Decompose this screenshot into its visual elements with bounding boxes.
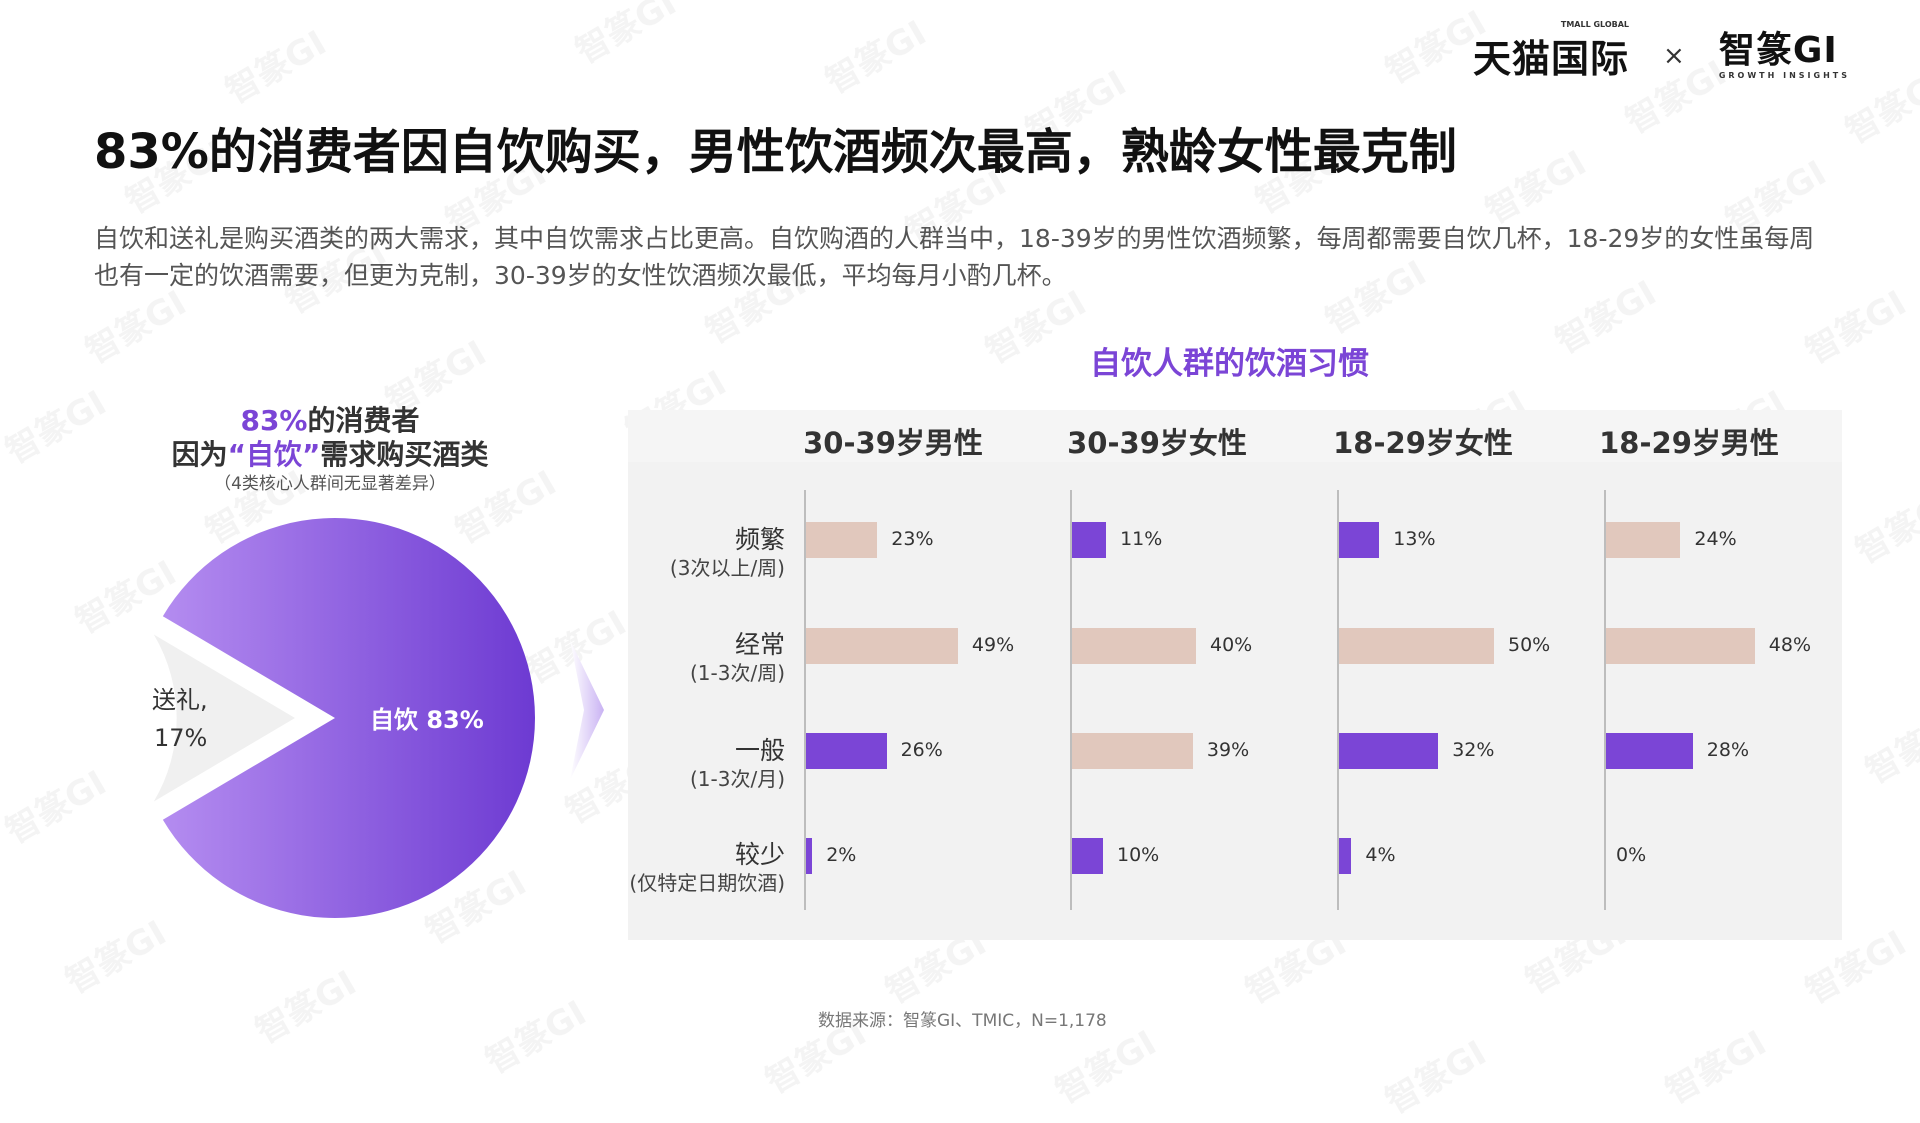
gi-logo-text: 智篆GI [1718, 30, 1838, 71]
bar-1-2 [1072, 733, 1193, 769]
pie-caption-line1-rest: 的消费者 [307, 404, 420, 437]
pie-label-gift-name: 送礼, [152, 686, 208, 714]
row-label-main: 较少 [734, 840, 785, 869]
watermark: 智篆GI [219, 23, 334, 112]
tmall-logo-subtext: TMALL GLOBAL [1560, 20, 1630, 29]
bar-value-label: 2% [826, 844, 857, 866]
bar-0-2 [806, 733, 887, 769]
pie-caption-line1: 83%的消费者 [120, 404, 540, 438]
row-label-rarely: 较少 (仅特定日期饮酒) [629, 840, 785, 896]
watermark: 智篆GI [1849, 483, 1920, 572]
bar-3-2 [1606, 733, 1693, 769]
panel-axis-line [804, 490, 806, 910]
gi-logo: 智篆GI GROWTH INSIGHTS [1718, 30, 1850, 81]
pie-chart: 自饮 83% 送礼, 17% [152, 518, 535, 918]
bar-value-label: 4% [1365, 844, 1396, 866]
watermark: 智篆GI [1479, 143, 1594, 232]
bar-value-label: 23% [891, 528, 934, 550]
bar-value-label: 48% [1768, 634, 1812, 656]
column-header-male-30-39: 30-39岁男性 [803, 426, 983, 460]
pie-caption-note: （4类核心人群间无显著差异） [214, 474, 446, 494]
bar-value-label: 11% [1120, 528, 1163, 550]
bar-2-3 [1339, 838, 1352, 874]
pie-slice-self-drink [162, 518, 535, 918]
row-label-main: 经常 [734, 630, 785, 659]
bar-0-0 [806, 522, 878, 558]
page-title: 83%的消费者因自饮购买，男性饮酒频次最高，熟龄女性最克制 [94, 124, 1457, 180]
chart-header-band [628, 410, 1842, 462]
row-label-main: 一般 [734, 736, 785, 765]
bar-value-label: 50% [1508, 634, 1551, 656]
panel-axis-line [1070, 490, 1072, 910]
pie-label-self-drink: 自饮 83% [370, 706, 484, 734]
row-label-sub: (1-3次/周) [689, 661, 785, 685]
pie-caption-line2-post: 需求购买酒类 [320, 438, 489, 471]
tmall-global-logo: 天猫国际 TMALL GLOBAL [1473, 20, 1630, 83]
bar-0-3 [806, 838, 813, 874]
chevron-right-icon [570, 640, 604, 780]
pie-caption-line2-pre: 因为 [171, 438, 228, 471]
pie-caption-highlight-pct: 83% [240, 404, 308, 437]
panel-axis-line [1604, 490, 1606, 910]
bar-2-0 [1339, 522, 1380, 558]
watermark: 智篆GI [819, 13, 934, 102]
chart-title: 自饮人群的饮酒习惯 [1090, 346, 1369, 382]
bar-value-label: 32% [1452, 739, 1495, 761]
row-label-frequent: 频繁 (3次以上/周) [670, 525, 785, 581]
logo-separator: × [1663, 40, 1685, 71]
tmall-logo-text: 天猫国际 [1473, 37, 1630, 81]
data-source-note: 数据来源：智篆GI、TMIC，N=1,178 [818, 1011, 1107, 1031]
row-label-often: 经常 (1-3次/周) [690, 630, 785, 686]
watermark: 智篆GI [569, 0, 684, 72]
pie-slice-gift [153, 634, 295, 802]
column-header-male-18-29: 18-29岁男性 [1599, 426, 1779, 460]
watermark: 智篆GI [0, 763, 114, 852]
bar-1-1 [1072, 628, 1196, 664]
watermark: 智篆GI [0, 383, 114, 472]
row-label-sub: (1-3次/月) [689, 767, 785, 791]
bar-2-1 [1339, 628, 1494, 664]
bar-value-label: 49% [971, 634, 1015, 656]
bar-value-label: 13% [1393, 528, 1436, 550]
pie-caption-highlight-selfdrink: “自饮” [227, 438, 321, 471]
panel-axis-line [1337, 490, 1339, 910]
row-label-sub: (3次以上/周) [669, 556, 785, 580]
header-logos: 天猫国际 TMALL GLOBAL × 智篆GI GROWTH INSIGHTS [1473, 20, 1850, 83]
watermark: 智篆GI [1859, 703, 1920, 792]
bar-value-label: 28% [1706, 739, 1750, 761]
bar-value-label: 39% [1206, 739, 1250, 761]
page-description: 自饮和送礼是购买酒类的两大需求，其中自饮需求占比更高。自饮购酒的人群当中，18-… [94, 224, 1815, 290]
bar-3-1 [1606, 628, 1755, 664]
column-header-female-30-39: 30-39岁女性 [1067, 426, 1247, 460]
bar-3-0 [1606, 522, 1681, 558]
row-label-sub: (仅特定日期饮酒) [629, 871, 785, 895]
pie-caption-line2: 因为“自饮”需求购买酒类 [120, 438, 540, 472]
pie-label-gift-pct: 17% [154, 724, 207, 752]
watermark: 智篆GI [479, 993, 594, 1082]
watermark: 智篆GI [249, 963, 364, 1052]
chart-background [628, 410, 1842, 940]
bar-1-3 [1072, 838, 1103, 874]
row-label-main: 频繁 [734, 525, 785, 554]
gi-logo-subtext: GROWTH INSIGHTS [1718, 71, 1850, 80]
watermark: 智篆GI [1379, 1033, 1494, 1122]
bar-2-2 [1339, 733, 1439, 769]
bar-value-label: 0% [1616, 844, 1647, 866]
bar-value-label: 40% [1210, 634, 1253, 656]
row-label-normal: 一般 (1-3次/月) [690, 736, 785, 792]
column-header-female-18-29: 18-29岁女性 [1333, 426, 1513, 460]
bar-0-1 [806, 628, 958, 664]
watermark: 智篆GI [1659, 1023, 1774, 1112]
bar-value-label: 10% [1117, 844, 1160, 866]
bar-value-label: 26% [900, 739, 943, 761]
bar-value-label: 24% [1694, 528, 1737, 550]
bar-1-0 [1072, 522, 1107, 558]
pie-caption: 83%的消费者 因为“自饮”需求购买酒类 （4类核心人群间无显著差异） [120, 404, 540, 496]
